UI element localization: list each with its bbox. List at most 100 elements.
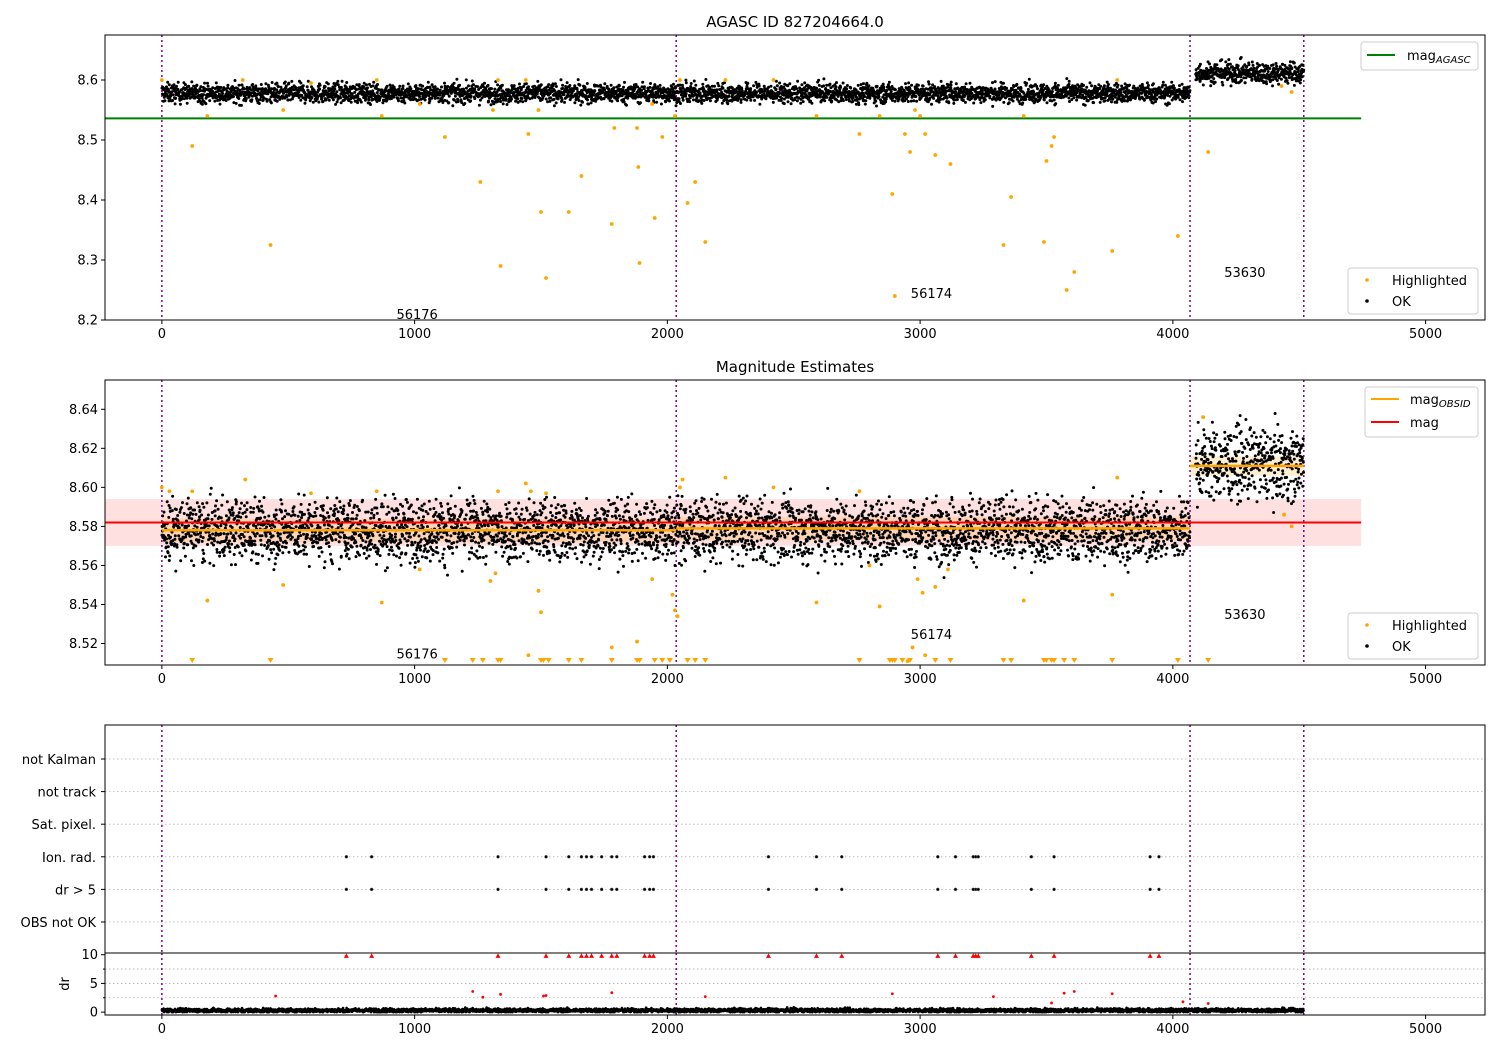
ok-point xyxy=(192,564,196,567)
ok-point xyxy=(165,85,168,89)
ok-point xyxy=(625,103,628,107)
ok-point xyxy=(623,80,626,84)
ok-point xyxy=(603,82,607,86)
ok-point xyxy=(255,532,259,535)
highlighted-point xyxy=(539,210,543,214)
ok-point xyxy=(179,506,183,510)
ok-point xyxy=(1002,100,1006,104)
ok-point xyxy=(834,85,838,89)
ok-point xyxy=(428,99,432,103)
ok-point xyxy=(752,84,756,88)
highlighted-point xyxy=(1289,90,1294,94)
ok-point xyxy=(205,501,209,505)
ok-point xyxy=(224,523,228,527)
ok-point xyxy=(164,555,167,559)
ok-point xyxy=(290,79,294,83)
ok-point xyxy=(617,84,621,88)
ok-point xyxy=(884,100,888,104)
ok-point xyxy=(324,89,328,93)
ok-point xyxy=(1233,69,1237,73)
ok-point xyxy=(565,81,569,85)
ok-point xyxy=(201,548,205,552)
ok-point xyxy=(190,517,194,521)
ok-point xyxy=(1275,79,1279,82)
ok-point xyxy=(993,80,997,84)
ok-point xyxy=(1178,98,1182,102)
x-tick-label: 2000 xyxy=(651,327,684,342)
ok-point xyxy=(227,542,230,546)
ok-point xyxy=(226,86,230,90)
ok-point xyxy=(844,98,848,102)
ok-point xyxy=(163,99,167,103)
ok-point xyxy=(1103,99,1107,103)
ok-point xyxy=(226,532,230,536)
ok-point xyxy=(655,100,659,104)
ok-point xyxy=(303,101,307,105)
ok-point xyxy=(371,89,375,93)
ok-point xyxy=(1279,77,1283,81)
ok-point xyxy=(179,559,183,563)
ok-point xyxy=(857,103,861,107)
ok-point xyxy=(264,87,268,91)
ok-point xyxy=(830,99,834,103)
ok-point xyxy=(245,501,249,505)
ok-point xyxy=(963,100,967,104)
ok-point xyxy=(782,102,786,106)
ok-point xyxy=(1119,91,1123,95)
ok-point xyxy=(1301,63,1305,67)
ok-point xyxy=(272,86,276,90)
ok-point xyxy=(278,97,282,101)
ok-point xyxy=(166,551,170,555)
ok-point xyxy=(297,90,301,94)
ok-point xyxy=(1019,87,1023,90)
y-tick-label: 8.2 xyxy=(77,314,98,329)
highlighted-point xyxy=(1064,288,1069,292)
highlighted-point xyxy=(379,114,384,118)
ok-point xyxy=(726,102,730,106)
ok-point xyxy=(222,554,226,558)
ok-point xyxy=(248,86,252,90)
ok-point xyxy=(473,97,477,101)
ok-point xyxy=(229,531,233,535)
highlighted-point xyxy=(1206,150,1211,154)
x-tick-label: 1000 xyxy=(398,327,431,342)
ok-point xyxy=(968,81,972,85)
legend-marker-highlighted xyxy=(1365,278,1369,282)
ok-point xyxy=(376,83,379,86)
ok-point xyxy=(208,492,212,496)
ok-point xyxy=(586,98,589,102)
ok-point xyxy=(505,103,509,106)
ok-point xyxy=(213,539,216,543)
ok-point xyxy=(1209,84,1213,88)
ok-point xyxy=(839,85,843,89)
ok-point xyxy=(1145,81,1149,85)
ok-point xyxy=(796,79,800,83)
ok-point xyxy=(972,101,976,105)
ok-point xyxy=(1021,101,1025,105)
ok-point xyxy=(684,78,688,82)
ok-point xyxy=(501,102,505,106)
ok-point xyxy=(1154,100,1157,104)
ok-point xyxy=(225,500,229,504)
ok-point xyxy=(556,97,560,101)
ok-point xyxy=(199,89,203,93)
ok-point xyxy=(1292,83,1296,87)
y-tick-label: 8.5 xyxy=(77,134,98,149)
ok-point xyxy=(211,86,215,90)
ok-point xyxy=(213,509,217,513)
ok-point xyxy=(243,510,247,514)
highlighted-point xyxy=(281,108,286,112)
ok-point xyxy=(983,98,987,102)
ok-point xyxy=(463,102,467,105)
ok-point xyxy=(1188,89,1192,93)
highlighted-point xyxy=(923,132,928,136)
ok-point xyxy=(233,537,237,541)
ok-point xyxy=(173,534,177,538)
ok-point xyxy=(193,86,197,90)
ok-point xyxy=(1167,102,1171,106)
ok-point xyxy=(244,549,248,553)
ok-point xyxy=(754,91,758,95)
ok-point xyxy=(239,103,243,107)
ok-point xyxy=(365,83,368,87)
ok-point xyxy=(234,500,238,504)
